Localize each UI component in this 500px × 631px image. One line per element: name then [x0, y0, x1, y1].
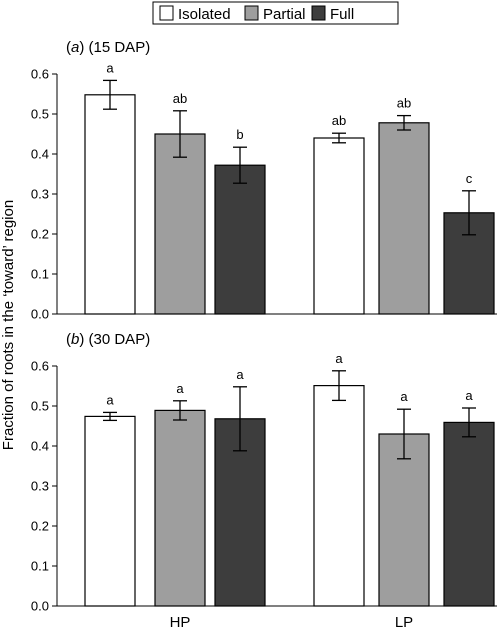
bar-lp-partial — [378, 122, 430, 315]
legend-swatch-partial — [244, 5, 259, 21]
bar-lp-isolated — [313, 137, 365, 315]
significance-letter: a — [106, 60, 114, 75]
significance-letter: ab — [397, 96, 411, 111]
group-label-lp: LP — [395, 614, 413, 631]
y-tick-label: 0.2 — [31, 519, 49, 534]
bar-hp-partial — [154, 133, 206, 315]
bar-hp-isolated — [84, 94, 136, 315]
y-tick-label: 0.0 — [31, 599, 49, 614]
y-tick-label: 0.1 — [31, 559, 49, 574]
bar-lp-full — [443, 421, 495, 607]
panels: (a) (15 DAP) 0.0 0.1 0.2 0.3 0.4 0.5 0.6 a ab b ab a… — [31, 39, 497, 614]
legend-label-partial: Partial — [263, 6, 306, 23]
bar-hp-isolated — [84, 415, 136, 607]
panel-b: (b) (30 DAP) 0.0 0.1 0.2 0.3 0.4 0.5 0.6 a a a a a a — [31, 331, 497, 614]
significance-letter: a — [335, 351, 343, 366]
y-tick-label: 0.4 — [31, 439, 49, 454]
significance-letter: a — [176, 381, 184, 396]
panel-a: (a) (15 DAP) 0.0 0.1 0.2 0.3 0.4 0.5 0.6 a ab b ab a… — [31, 39, 497, 322]
legend-label-full: Full — [330, 6, 354, 23]
significance-letter: c — [466, 171, 473, 186]
bar-hp-partial — [154, 409, 206, 607]
panel-title-a: (a) (15 DAP) — [66, 39, 150, 56]
y-tick-label: 0.6 — [31, 67, 49, 82]
panel-title-b: (b) (30 DAP) — [66, 331, 150, 348]
y-tick-label: 0.5 — [31, 399, 49, 414]
significance-letter: b — [236, 127, 243, 142]
legend-swatch-isolated — [159, 5, 174, 21]
significance-letter: a — [106, 392, 114, 407]
group-labels: HP LP — [170, 614, 414, 631]
y-tick-label: 0.0 — [31, 307, 49, 322]
bar-lp-isolated — [313, 385, 365, 607]
significance-letter: ab — [332, 113, 346, 128]
legend-swatch-full — [311, 5, 326, 21]
group-label-hp: HP — [170, 614, 191, 631]
y-tick-label: 0.2 — [31, 227, 49, 242]
significance-letter: ab — [173, 91, 187, 106]
significance-letter: a — [400, 389, 408, 404]
y-tick-label: 0.3 — [31, 187, 49, 202]
y-tick-label: 0.5 — [31, 107, 49, 122]
bar-lp-partial — [378, 433, 430, 607]
y-axis-label: Fraction of roots in the ‘toward’ region — [0, 200, 17, 450]
y-tick-label: 0.1 — [31, 267, 49, 282]
bar-hp-full — [214, 164, 266, 315]
significance-letter: a — [236, 367, 244, 382]
significance-letter: a — [465, 388, 473, 403]
legend-box — [152, 1, 399, 25]
y-tick-label: 0.6 — [31, 359, 49, 374]
legend-label-isolated: Isolated — [178, 6, 231, 23]
legend: Isolated Partial Full — [152, 1, 399, 25]
y-tick-label: 0.3 — [31, 479, 49, 494]
y-tick-label: 0.4 — [31, 147, 49, 162]
